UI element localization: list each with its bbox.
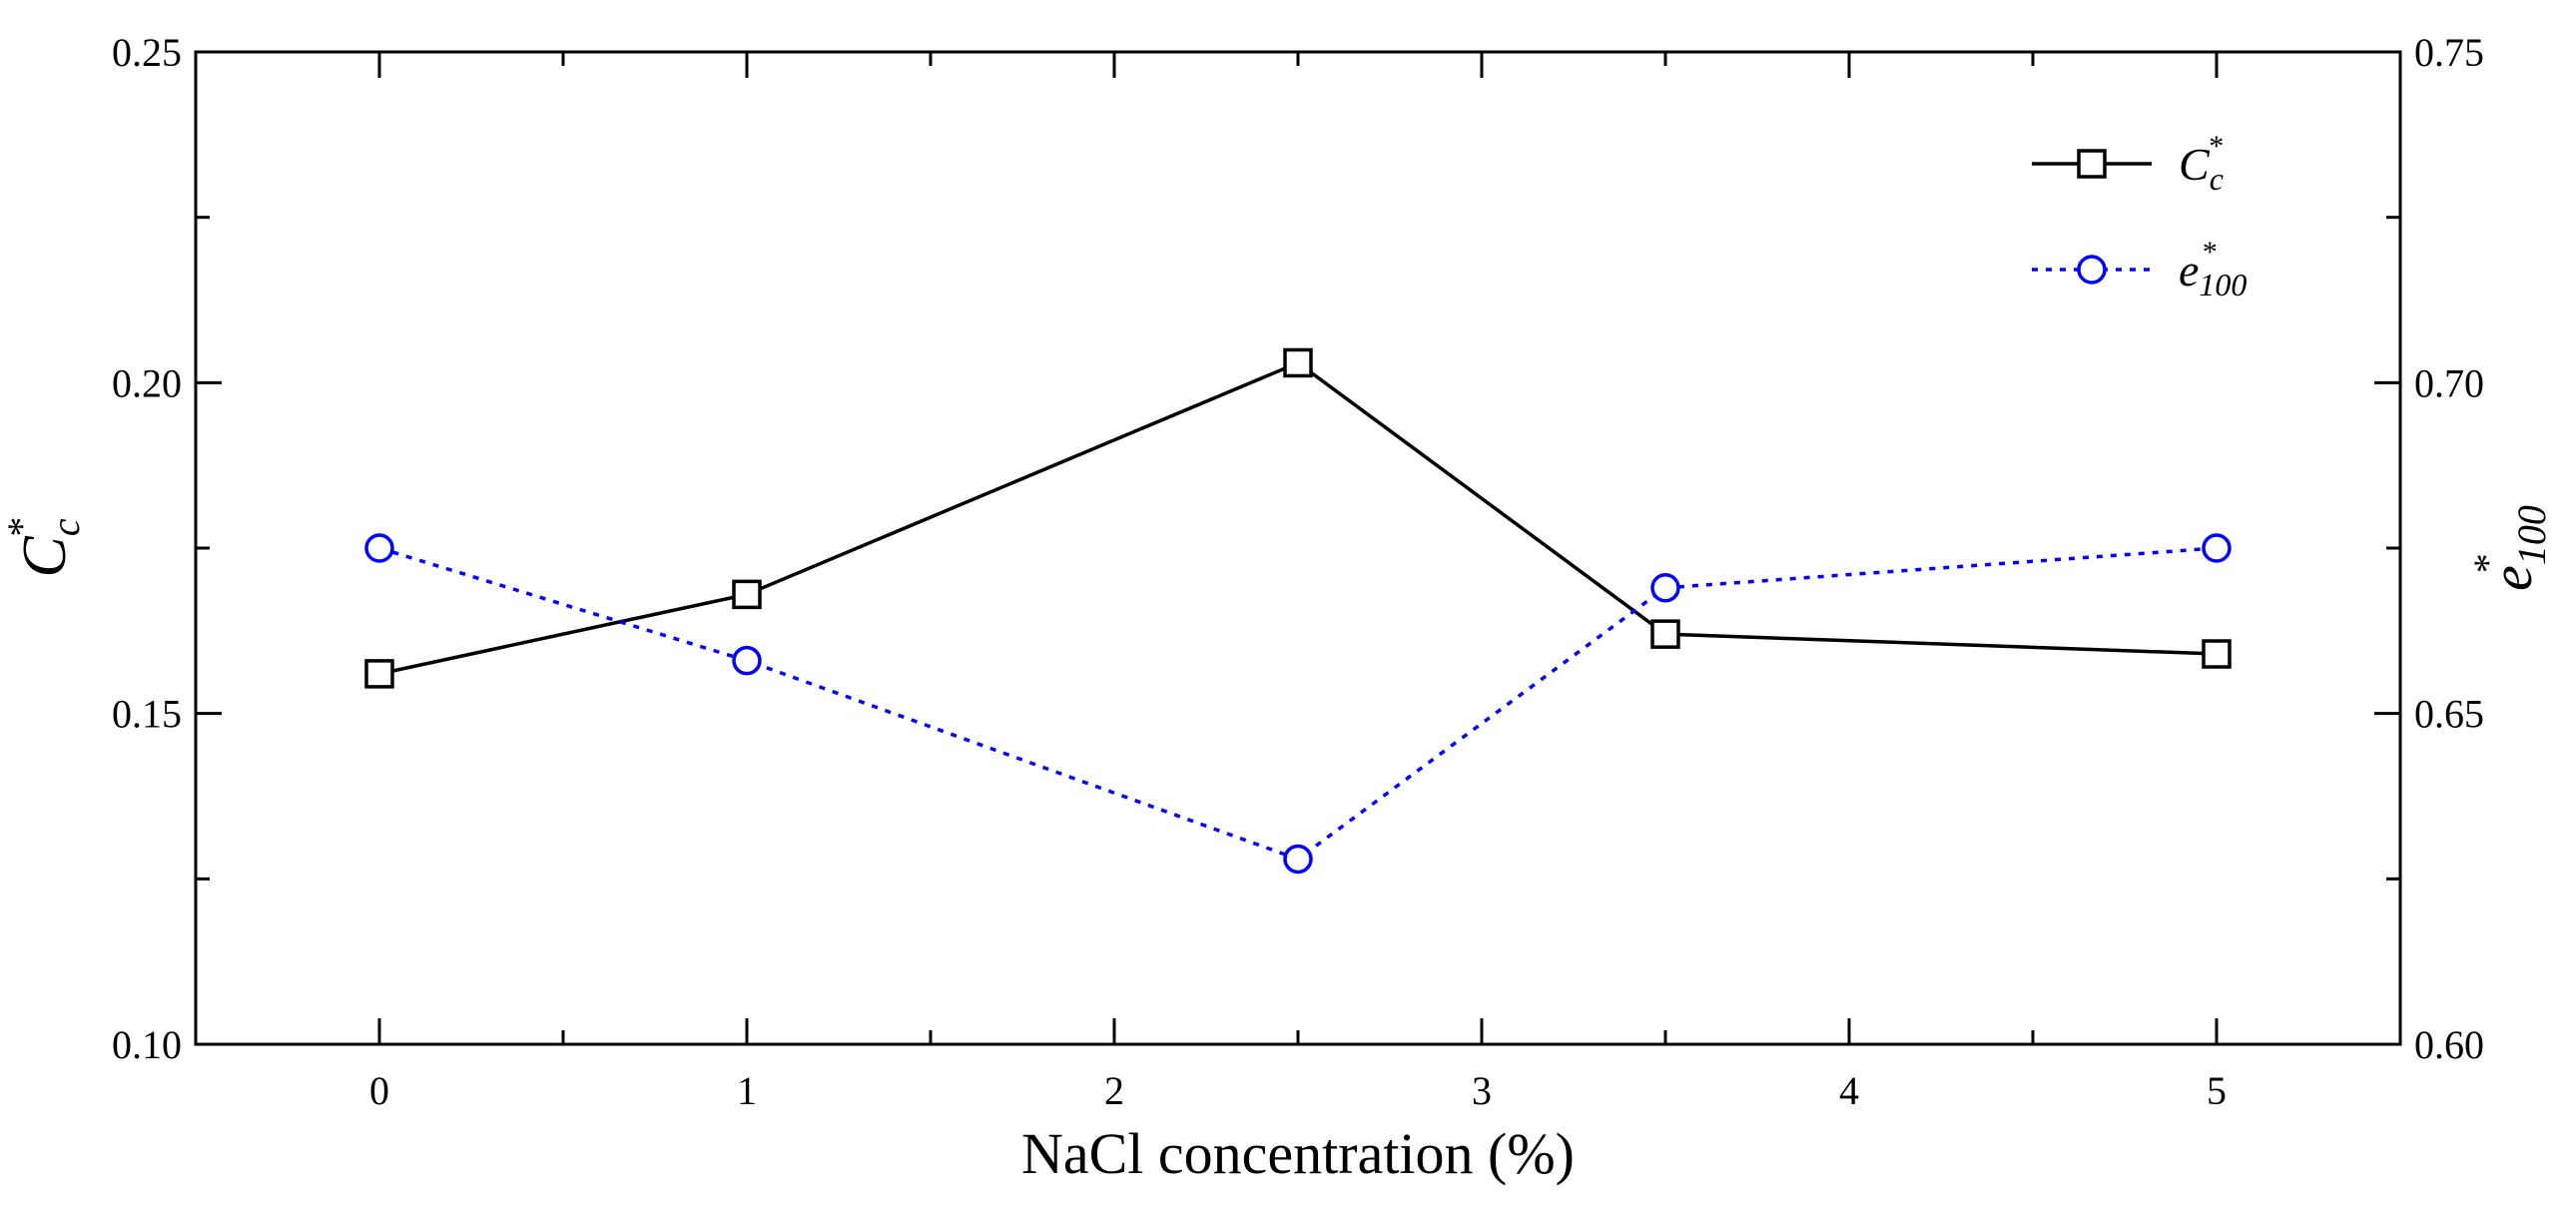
x-tick-label-3: 3 xyxy=(1472,1068,1492,1113)
legend-entry-cc: Cc* xyxy=(2032,130,2224,197)
series-0-point-4 xyxy=(2202,639,2232,669)
plot-frame xyxy=(194,50,2402,1046)
y2-axis-title-sup: * xyxy=(2465,555,2510,575)
y2-axis-ticks: 0.60 0.65 0.70 0.75 xyxy=(2374,30,2484,1067)
svg-text:e100*: e100* xyxy=(2465,505,2554,591)
x-axis-title: NaCl concentration (%) xyxy=(1021,1121,1575,1186)
y-axis-title: Cc* xyxy=(0,518,88,577)
y-tick-label-3: 0.25 xyxy=(112,30,182,75)
x-axis-ticks: 0 1 2 3 4 5 xyxy=(369,52,2227,1113)
y-axis-title-sup: * xyxy=(0,518,44,538)
y2-tick-label-0: 0.60 xyxy=(2414,1022,2484,1067)
series-line-1 xyxy=(378,546,2218,862)
legend: Cc* e100* xyxy=(2032,130,2247,302)
y2-axis-title-sub: 100 xyxy=(2509,505,2554,565)
legend-label-cc-sub: c xyxy=(2210,161,2224,197)
legend-marker-e100 xyxy=(2077,255,2107,285)
y2-axis-title-base: e xyxy=(2479,565,2544,591)
legend-label-e100-base: e xyxy=(2179,245,2199,296)
y2-tick-label-1: 0.65 xyxy=(2414,692,2484,737)
x-tick-label-0: 0 xyxy=(369,1068,389,1113)
y2-tick-label-3: 0.75 xyxy=(2414,30,2484,75)
y2-tick-label-2: 0.70 xyxy=(2414,360,2484,405)
y-tick-label-0: 0.10 xyxy=(112,1022,182,1067)
y-tick-label-2: 0.20 xyxy=(112,360,182,405)
svg-text:e100*: e100* xyxy=(2179,236,2247,302)
x-tick-label-4: 4 xyxy=(1839,1068,1859,1113)
legend-label-e100-sup: * xyxy=(2201,236,2216,269)
legend-label-cc-sup: * xyxy=(2208,130,2223,163)
y2-axis-title: e100* xyxy=(2465,505,2554,591)
series-0-point-0 xyxy=(364,659,394,689)
series-1-point-3 xyxy=(1650,573,1680,603)
x-tick-label-1: 1 xyxy=(737,1068,757,1113)
legend-label-e100-sub: 100 xyxy=(2199,267,2247,302)
legend-entry-e100: e100* xyxy=(2032,236,2247,302)
series-1-point-2 xyxy=(1283,844,1313,875)
series-line-0 xyxy=(378,360,2218,676)
series-1-point-4 xyxy=(2202,533,2232,563)
series-1-point-0 xyxy=(364,533,394,563)
x-tick-label-5: 5 xyxy=(2207,1068,2227,1113)
series-layer xyxy=(364,347,2232,875)
series-0-point-1 xyxy=(732,579,762,610)
y-axis-title-sub: c xyxy=(43,518,88,536)
x-tick-label-2: 2 xyxy=(1104,1068,1124,1113)
series-0-point-3 xyxy=(1650,619,1680,649)
series-0-point-2 xyxy=(1283,347,1313,378)
y-axis-title-base: C xyxy=(11,536,79,578)
y-tick-label-1: 0.15 xyxy=(112,692,182,737)
legend-label-cc-base: C xyxy=(2179,139,2211,190)
svg-text:Cc*: Cc* xyxy=(0,518,88,577)
y-axis-ticks: 0.10 0.15 0.20 0.25 xyxy=(112,30,222,1067)
legend-marker-cc xyxy=(2077,149,2107,179)
svg-text:Cc*: Cc* xyxy=(2179,130,2224,197)
series-1-point-1 xyxy=(732,645,762,676)
